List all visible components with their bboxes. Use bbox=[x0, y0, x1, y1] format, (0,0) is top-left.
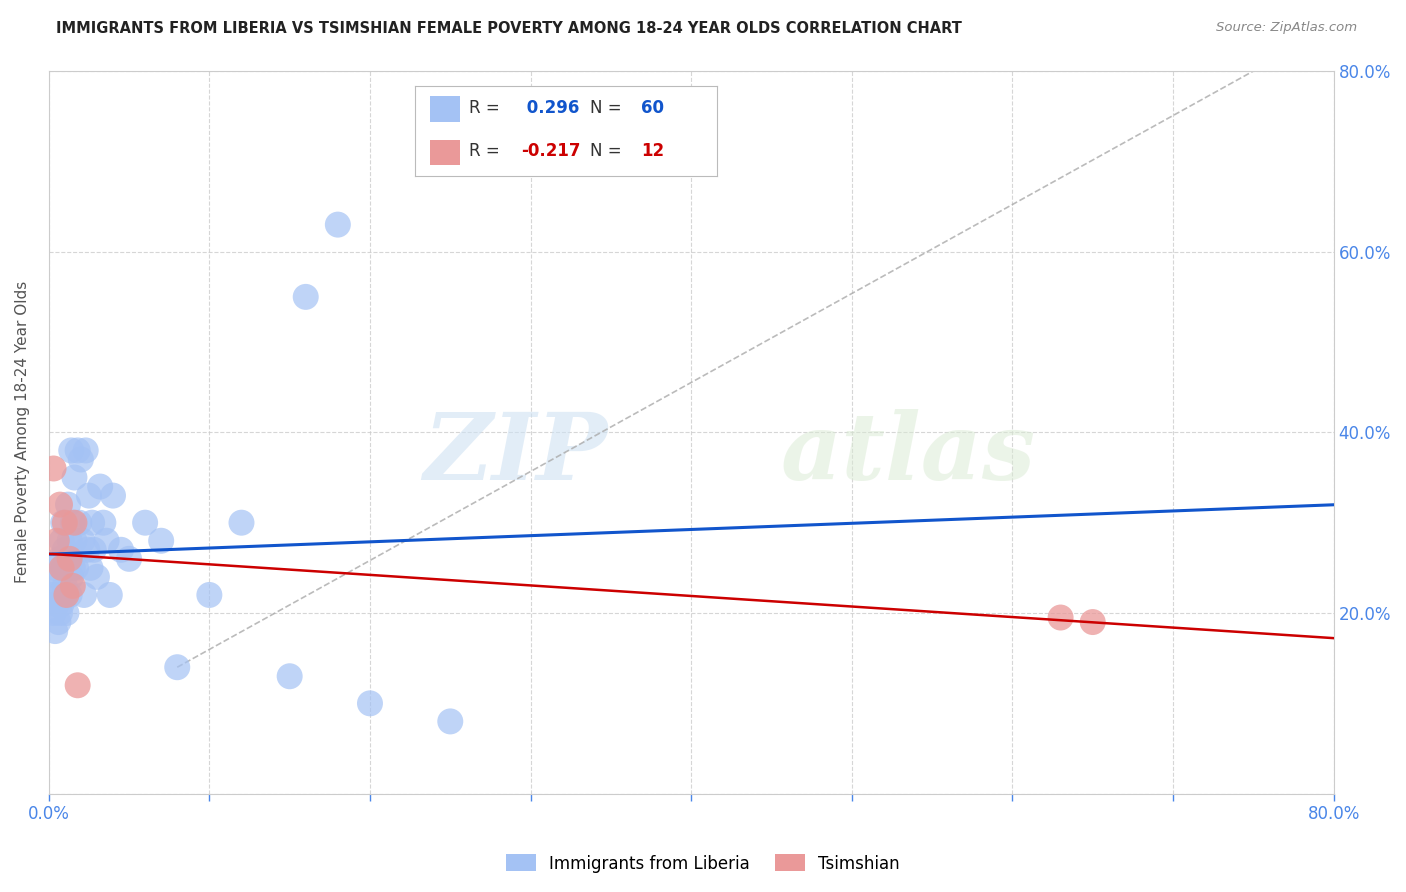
Text: ZIP: ZIP bbox=[423, 409, 607, 499]
Point bbox=[63, 533, 86, 548]
Point bbox=[59, 588, 82, 602]
Point bbox=[93, 516, 115, 530]
Point bbox=[49, 606, 72, 620]
Point bbox=[49, 588, 72, 602]
Point bbox=[75, 443, 97, 458]
Point bbox=[134, 516, 156, 530]
Y-axis label: Female Poverty Among 18-24 Year Olds: Female Poverty Among 18-24 Year Olds bbox=[15, 281, 30, 583]
Point bbox=[48, 570, 70, 584]
Point bbox=[53, 516, 76, 530]
Point bbox=[1081, 615, 1104, 629]
Point bbox=[150, 533, 173, 548]
Point bbox=[60, 443, 83, 458]
Point bbox=[198, 588, 221, 602]
Point bbox=[62, 561, 84, 575]
Point bbox=[82, 516, 104, 530]
Point bbox=[49, 498, 72, 512]
Point bbox=[1049, 610, 1071, 624]
Point bbox=[70, 452, 93, 467]
Point bbox=[62, 516, 84, 530]
Point bbox=[66, 678, 89, 692]
Point bbox=[56, 498, 79, 512]
Point bbox=[55, 588, 77, 602]
Point bbox=[45, 579, 67, 593]
Point bbox=[42, 606, 65, 620]
Point bbox=[278, 669, 301, 683]
Point bbox=[166, 660, 188, 674]
Point bbox=[59, 533, 82, 548]
Point bbox=[83, 542, 105, 557]
Point bbox=[79, 561, 101, 575]
Point bbox=[45, 597, 67, 611]
Point bbox=[359, 697, 381, 711]
Point bbox=[59, 551, 82, 566]
Point bbox=[67, 516, 90, 530]
Point bbox=[44, 561, 66, 575]
Point bbox=[53, 542, 76, 557]
Point bbox=[66, 443, 89, 458]
Point bbox=[326, 218, 349, 232]
Point bbox=[42, 461, 65, 475]
Point bbox=[48, 615, 70, 629]
Point bbox=[53, 588, 76, 602]
Point bbox=[63, 516, 86, 530]
Text: Source: ZipAtlas.com: Source: ZipAtlas.com bbox=[1216, 21, 1357, 34]
Point bbox=[55, 606, 77, 620]
Point bbox=[41, 588, 63, 602]
Point bbox=[231, 516, 253, 530]
Point bbox=[60, 570, 83, 584]
Point bbox=[86, 570, 108, 584]
Legend: Immigrants from Liberia, Tsimshian: Immigrants from Liberia, Tsimshian bbox=[499, 847, 907, 880]
Point bbox=[52, 516, 75, 530]
Point bbox=[51, 533, 73, 548]
Point bbox=[89, 479, 111, 493]
Point bbox=[439, 714, 461, 729]
Point bbox=[72, 533, 94, 548]
Point bbox=[53, 579, 76, 593]
Point bbox=[49, 551, 72, 566]
Point bbox=[110, 542, 132, 557]
Point bbox=[62, 579, 84, 593]
Point bbox=[98, 588, 121, 602]
Text: atlas: atlas bbox=[782, 409, 1036, 499]
Point bbox=[294, 290, 316, 304]
Text: IMMIGRANTS FROM LIBERIA VS TSIMSHIAN FEMALE POVERTY AMONG 18-24 YEAR OLDS CORREL: IMMIGRANTS FROM LIBERIA VS TSIMSHIAN FEM… bbox=[56, 21, 962, 36]
Point bbox=[56, 551, 79, 566]
Point bbox=[55, 561, 77, 575]
Point bbox=[51, 597, 73, 611]
Point bbox=[96, 533, 118, 548]
Point bbox=[52, 561, 75, 575]
Point bbox=[51, 561, 73, 575]
Point bbox=[77, 489, 100, 503]
Point bbox=[73, 588, 96, 602]
Point bbox=[44, 624, 66, 638]
Point bbox=[63, 470, 86, 484]
Point bbox=[101, 489, 124, 503]
Point bbox=[118, 551, 141, 566]
Point bbox=[45, 533, 67, 548]
Point bbox=[65, 561, 87, 575]
Point bbox=[76, 542, 98, 557]
